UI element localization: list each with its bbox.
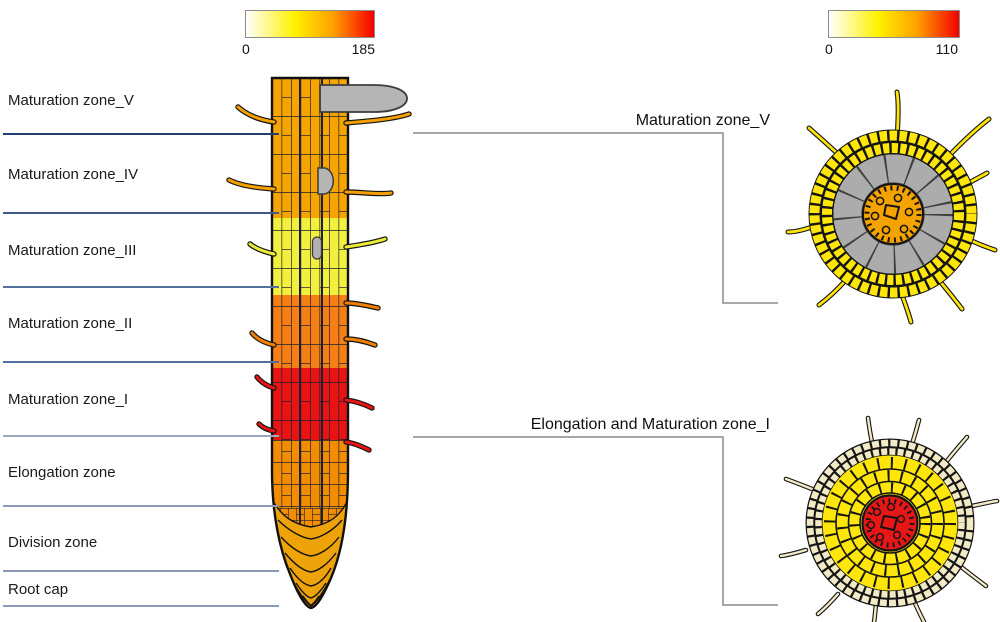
- cs-top-vascular-cells: [870, 193, 914, 235]
- lateral-root-small: [311, 236, 323, 260]
- colorbar-left-gradient: [245, 10, 375, 38]
- root-outline: [270, 76, 350, 610]
- zone-divider-line-5: [3, 435, 279, 437]
- annotation-label-maturation-v: Maturation zone_V: [635, 112, 770, 129]
- zone-label-root-cap: Root cap: [8, 581, 69, 598]
- connector-top: [413, 132, 778, 304]
- zone-divider-line-7: [3, 570, 279, 572]
- zone-label-maturation-v: Maturation zone_V: [8, 92, 134, 109]
- cs-bottom-vascular-cells: [866, 502, 906, 542]
- zone-divider-line-2: [3, 212, 279, 214]
- annotation-label-elongation-maturation-i: Elongation and Maturation zone_I: [530, 416, 770, 433]
- zone-label-maturation-iii: Maturation zone_III: [8, 242, 137, 259]
- lateral-root-large: [319, 84, 408, 113]
- cs-bottom-cortex-walls: [824, 457, 956, 589]
- cs-bottom-epidermis-ring: [805, 438, 975, 608]
- cs-bottom-xylem-blob: [880, 515, 898, 531]
- zone-divider-line-4: [3, 361, 279, 363]
- connector-bottom: [413, 436, 778, 606]
- zone-divider-line-8: [3, 605, 279, 607]
- root-zone-bands: [272, 78, 348, 608]
- zone-label-maturation-i: Maturation zone_I: [8, 391, 129, 408]
- colorbar-right-gradient: [828, 10, 960, 38]
- cross-section-maturation-v: [785, 89, 998, 325]
- zone-label-maturation-iv: Maturation zone_IV: [8, 166, 139, 183]
- root-hairs: [226, 104, 412, 453]
- colorbar-right-min: 0: [825, 41, 833, 57]
- cross-section-elongation-maturation-i: [778, 415, 1000, 622]
- zone-label-maturation-ii: Maturation zone_II: [8, 315, 133, 332]
- cross-section-bottom-root-hairs: [778, 415, 1000, 622]
- zone-divider-line-3: [3, 286, 279, 288]
- zone-label-division: Division zone: [8, 534, 98, 551]
- cs-bottom-brick-layer-inner: [815, 448, 965, 598]
- colorbar-left-max: 185: [351, 41, 375, 57]
- lateral-root-primordia: [311, 84, 408, 260]
- cs-top-pericycle-ring: [864, 185, 922, 243]
- annotation-connectors: [413, 132, 778, 606]
- zone-divider-line-6: [3, 505, 279, 507]
- root-cap-cell-arcs: [277, 519, 343, 606]
- cs-top-xylem-blob: [883, 204, 900, 220]
- cs-top-cortex-walls: [833, 154, 953, 274]
- cs-bottom-pericycle-ring: [865, 498, 915, 548]
- cs-bottom-brick-layer-outer: [806, 439, 974, 607]
- root-longitudinal-section: [226, 76, 412, 610]
- zone-label-elongation: Elongation zone: [8, 464, 116, 481]
- cs-top-brick-layer-outer: [809, 130, 977, 298]
- zone-divider-line-1: [3, 133, 279, 135]
- lateral-root-medium: [317, 167, 334, 195]
- colorbar-right-max: 110: [935, 41, 958, 57]
- cs-top-brick-layer-inner: [822, 143, 964, 285]
- colorbar-left-min: 0: [242, 41, 250, 57]
